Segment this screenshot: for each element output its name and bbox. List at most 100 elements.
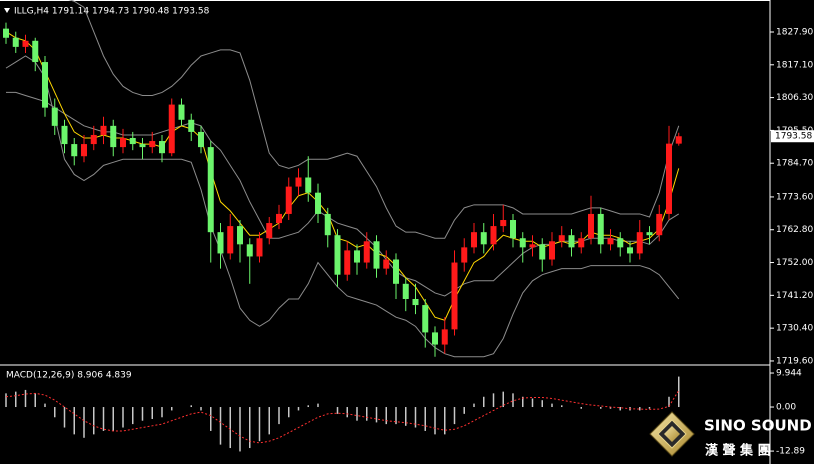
candle-body bbox=[451, 262, 458, 330]
y-tick-label: 1730.40 bbox=[776, 324, 813, 334]
candle-body bbox=[110, 125, 117, 148]
candle-body bbox=[315, 192, 321, 214]
last-price-label: 1793.58 bbox=[775, 132, 812, 142]
logo-name: SINO SOUND bbox=[704, 417, 812, 435]
candle-body bbox=[558, 235, 565, 242]
candle-body bbox=[578, 238, 585, 248]
candle-body bbox=[334, 235, 341, 275]
candle-body bbox=[217, 232, 224, 254]
logo-core bbox=[664, 426, 680, 442]
candle-body bbox=[432, 332, 438, 345]
y-tick-label: 1817.10 bbox=[776, 60, 813, 70]
chart-title: ILLG,H4 1791.14 1794.73 1790.48 1793.58 bbox=[14, 7, 210, 17]
y-tick-label: 1784.70 bbox=[776, 159, 813, 169]
candle-body bbox=[207, 147, 214, 233]
candle-body bbox=[597, 213, 604, 245]
y-tick-label: 1741.20 bbox=[776, 291, 813, 301]
candle-body bbox=[90, 134, 97, 145]
indicator-line bbox=[5, 31, 680, 321]
candle-body bbox=[656, 213, 663, 236]
candle-body bbox=[3, 28, 9, 38]
candle-body bbox=[490, 226, 497, 245]
y-tick-label: 1752.00 bbox=[776, 258, 813, 268]
candle-body bbox=[246, 244, 253, 257]
y-tick-label: 1773.60 bbox=[776, 192, 813, 202]
candle-body bbox=[422, 305, 429, 333]
candle-body bbox=[393, 259, 399, 284]
candle-body bbox=[81, 144, 87, 157]
candle-body bbox=[354, 250, 360, 263]
candle-body bbox=[120, 137, 126, 148]
candle-body bbox=[324, 213, 331, 236]
candle-body bbox=[471, 232, 477, 248]
candle-body bbox=[412, 298, 419, 306]
candle-body bbox=[363, 241, 370, 263]
candle-body bbox=[42, 62, 48, 108]
axes: 1827.901817.101806.301795.501784.701773.… bbox=[770, 27, 814, 457]
candle-body bbox=[227, 226, 234, 254]
candle-body bbox=[12, 37, 19, 47]
indicator-line bbox=[68, 0, 680, 239]
candle-body bbox=[178, 104, 185, 120]
y-tick-label: 1762.80 bbox=[776, 225, 813, 235]
candle-body bbox=[568, 235, 575, 248]
candle-body bbox=[266, 223, 273, 239]
candle-body bbox=[71, 144, 78, 157]
last-price-box bbox=[771, 130, 814, 143]
candle-body bbox=[32, 40, 39, 63]
candle-body bbox=[666, 143, 672, 214]
candle-body bbox=[198, 131, 204, 148]
candle-body bbox=[22, 40, 29, 47]
candle-body bbox=[383, 259, 390, 269]
menu-arrow[interactable] bbox=[4, 8, 10, 13]
candle-body bbox=[529, 244, 536, 248]
candle-body bbox=[168, 104, 175, 154]
candle-body bbox=[51, 107, 58, 126]
candle-body bbox=[519, 238, 526, 248]
candle-body bbox=[373, 241, 380, 269]
candle-body bbox=[461, 247, 468, 263]
candle-body bbox=[139, 144, 146, 148]
candle-body bbox=[441, 329, 448, 345]
candle-body bbox=[276, 213, 282, 224]
y-tick-label: -12.89 bbox=[776, 447, 805, 457]
candle-body bbox=[500, 220, 507, 227]
candle-body bbox=[627, 247, 633, 254]
candle-body bbox=[149, 141, 156, 148]
candle-body bbox=[588, 213, 594, 239]
candle-body bbox=[549, 241, 555, 260]
y-tick-label: 1806.30 bbox=[776, 93, 813, 103]
candle-body bbox=[295, 177, 302, 187]
candle-body bbox=[188, 119, 195, 132]
candle-body bbox=[607, 238, 614, 245]
candle-body bbox=[285, 186, 292, 214]
y-tick-label: 1827.90 bbox=[776, 27, 813, 37]
indicator-line bbox=[6, 91, 680, 297]
candle-body bbox=[256, 238, 263, 257]
candle-body bbox=[510, 220, 516, 239]
candle-body bbox=[100, 125, 107, 135]
candle-body bbox=[617, 238, 624, 248]
y-tick-label: 9.944 bbox=[776, 369, 802, 379]
price-plot bbox=[3, 0, 682, 358]
candle-body bbox=[129, 137, 136, 145]
macd-title: MACD(12,26,9) 8.906 4.839 bbox=[6, 371, 132, 381]
candle-body bbox=[480, 232, 487, 245]
candle-body bbox=[159, 141, 165, 154]
y-tick-label: 1719.60 bbox=[776, 356, 813, 366]
candle-body bbox=[344, 250, 351, 275]
y-tick-label: 0.00 bbox=[776, 403, 796, 413]
candle-body bbox=[402, 283, 409, 299]
signal-line bbox=[5, 390, 680, 444]
candle-body bbox=[636, 232, 643, 254]
macd-plot bbox=[5, 376, 680, 452]
candle-body bbox=[237, 226, 243, 245]
logo-chinese: 漢 聲 集 團 bbox=[705, 443, 771, 459]
indicator-line bbox=[5, 55, 680, 358]
candle-body bbox=[61, 125, 68, 145]
candle-body bbox=[675, 136, 682, 144]
logo: SINO SOUND 漢 聲 集 團 bbox=[649, 411, 812, 459]
candle-body bbox=[305, 177, 312, 193]
candle-body bbox=[646, 232, 653, 236]
